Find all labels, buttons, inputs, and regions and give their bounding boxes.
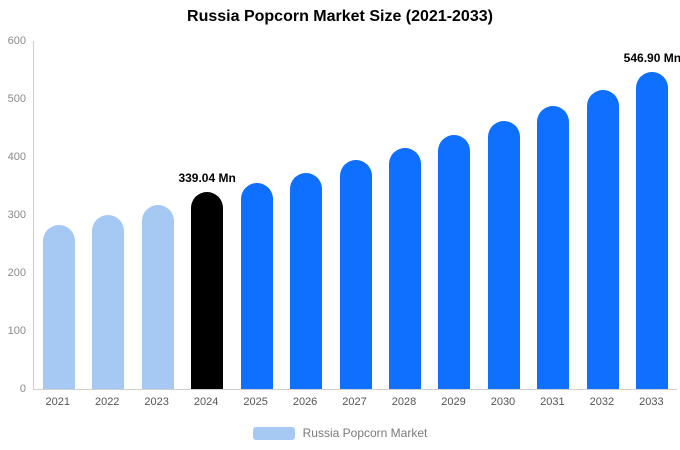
bar-2025 (240, 183, 273, 389)
x-tick-label: 2025 (243, 396, 268, 408)
bar-series: 339.04 Mn 546.90 Mn (34, 41, 680, 389)
bar-2026 (290, 172, 323, 389)
bar-slot (380, 41, 429, 389)
bar-2022 (92, 215, 125, 389)
bar-2023 (141, 205, 174, 389)
bar-slot (83, 41, 132, 389)
plot-area: 339.04 Mn 546.90 Mn (33, 41, 680, 390)
x-tick-label: 2022 (94, 396, 120, 408)
bar-2032 (586, 90, 619, 389)
x-tick-label: 2031 (540, 396, 565, 408)
x-tick-label: 2024 (193, 396, 219, 408)
y-tick-label: 100 (7, 325, 26, 337)
legend-label: Russia Popcorn Market (302, 426, 428, 440)
y-tick-label: 400 (7, 151, 26, 163)
x-tick-label: 2027 (342, 396, 367, 408)
bar-slot (331, 41, 380, 389)
x-axis: 2021 2022 2023 2024 2025 2026 2027 2028 2029 2030… (33, 396, 676, 408)
y-axis: 0 100 200 300 400 500 600 (0, 35, 30, 395)
x-tick-label: 2029 (441, 396, 466, 408)
bar-slot (578, 41, 627, 389)
x-tick-label: 2030 (490, 396, 516, 408)
legend: Russia Popcorn Market (0, 426, 680, 440)
bar-2029 (438, 134, 471, 389)
bar-2027 (339, 160, 372, 389)
x-tick-label: 2032 (589, 396, 615, 408)
bar-slot (430, 41, 479, 389)
x-tick-label: 2033 (639, 396, 664, 408)
bar-slot: 339.04 Mn (178, 41, 236, 389)
data-label: 546.90 Mn (623, 50, 680, 65)
y-tick-label: 600 (7, 35, 26, 47)
y-tick-label: 200 (7, 267, 26, 279)
data-label: 339.04 Mn (178, 171, 236, 186)
bar-2030 (487, 121, 520, 389)
bar-slot (281, 41, 330, 389)
y-tick-label: 0 (19, 383, 26, 395)
bar-slot (479, 41, 528, 389)
bar-2021 (42, 224, 75, 389)
x-tick-label: 2026 (292, 396, 318, 408)
bar-slot: 546.90 Mn (624, 41, 680, 389)
bar-slot (133, 41, 182, 389)
bar-2031 (537, 105, 570, 389)
bar-2024: 339.04 Mn (178, 171, 236, 389)
bar-slot (34, 41, 83, 389)
y-tick-label: 300 (7, 209, 26, 221)
bar-2028 (389, 147, 422, 389)
y-tick-label: 500 (7, 93, 26, 105)
bar-slot (529, 41, 578, 389)
x-tick-label: 2023 (144, 396, 169, 408)
x-tick-label: 2021 (45, 396, 70, 408)
chart-title: Russia Popcorn Market Size (2021-2033) (187, 8, 493, 25)
legend-swatch (252, 426, 295, 440)
bar-slot (232, 41, 281, 389)
x-tick-label: 2028 (391, 396, 417, 408)
bar-2033: 546.90 Mn (624, 51, 680, 389)
